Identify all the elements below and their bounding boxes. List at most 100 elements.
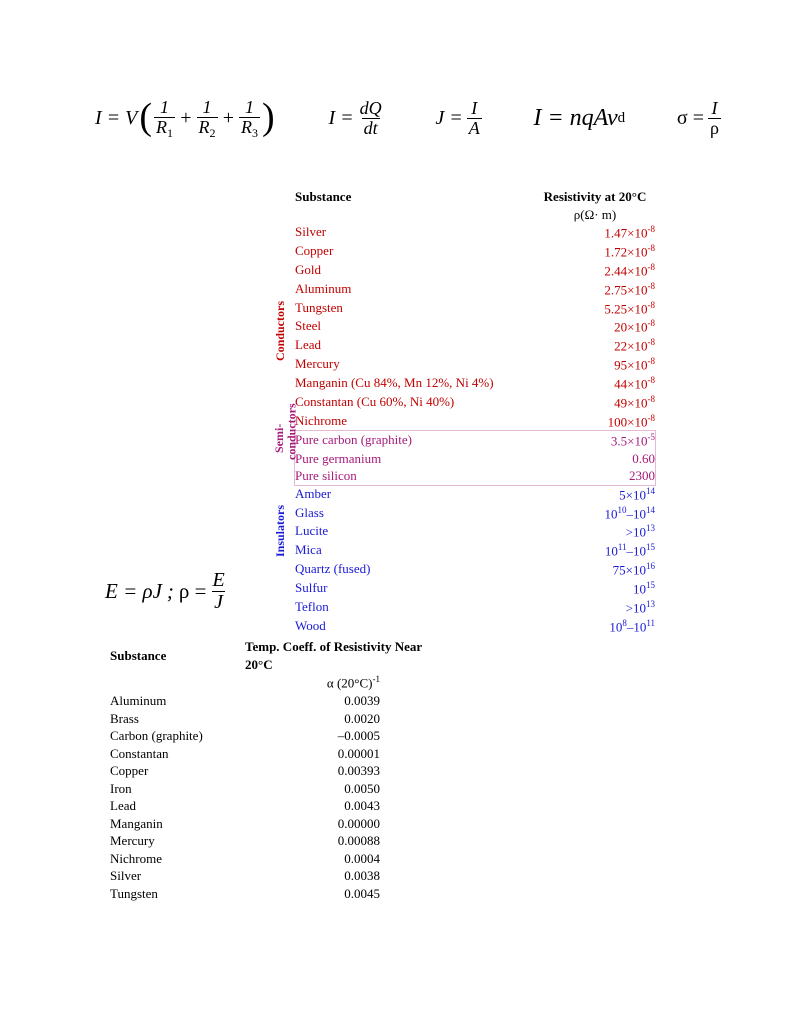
value-cell: 108–1011 [535, 617, 655, 636]
substance-cell: Quartz (fused) [295, 560, 535, 579]
substance-cell: Mercury [110, 832, 245, 850]
table-row: Amber5×1014 [295, 485, 655, 504]
substance-cell: Silver [110, 867, 245, 885]
substance-cell: Amber [295, 485, 535, 504]
value-cell: >1013 [535, 598, 655, 617]
coeff-col-substance: Substance [110, 638, 245, 673]
semiconductors-label: Semi-conductors [273, 416, 298, 460]
value-cell: 3.5×10-5 [535, 431, 655, 450]
table-row: Pure germanium0.60 [295, 450, 655, 468]
value-cell: 22×10-8 [535, 336, 655, 355]
value-cell: 0.0039 [245, 692, 430, 710]
resistivity-table: Substance Resistivity at 20°C ρ(Ω· m) Si… [295, 188, 655, 636]
substance-cell: Brass [110, 710, 245, 728]
substance-cell: Aluminum [295, 280, 535, 299]
substance-cell: Constantan (Cu 60%, Ni 40%) [295, 393, 535, 412]
table-row: Gold2.44×10-8 [295, 261, 655, 280]
value-cell: 2.75×10-8 [535, 280, 655, 299]
table-row: Steel20×10-8 [295, 317, 655, 336]
table-row: Glass1010–1014 [295, 504, 655, 523]
substance-cell: Nichrome [110, 850, 245, 868]
col-resistivity: Resistivity at 20°C [535, 188, 655, 206]
value-cell: 5×1014 [535, 485, 655, 504]
substance-cell: Tungsten [110, 885, 245, 903]
substance-cell: Pure germanium [295, 450, 535, 468]
coeff-unit: α (20°C)-1 [245, 673, 430, 692]
value-cell: 0.00393 [245, 762, 430, 780]
value-cell: >1013 [535, 522, 655, 541]
table-row: Mercury0.00088 [110, 832, 430, 850]
table-row: Manganin0.00000 [110, 815, 430, 833]
value-cell: 2300 [535, 467, 655, 485]
substance-cell: Teflon [295, 598, 535, 617]
temp-coeff-container: Substance Temp. Coeff. of Resistivity Ne… [110, 638, 430, 903]
table-row: Iron0.0050 [110, 780, 430, 798]
substance-cell: Constantan [110, 745, 245, 763]
substance-cell: Gold [295, 261, 535, 280]
table-row: Tungsten5.25×10-8 [295, 299, 655, 318]
substance-cell: Mica [295, 541, 535, 560]
table-row: Quartz (fused)75×1016 [295, 560, 655, 579]
value-cell: 75×1016 [535, 560, 655, 579]
value-cell: 1015 [535, 579, 655, 598]
value-cell: 95×10-8 [535, 355, 655, 374]
value-cell: 44×10-8 [535, 374, 655, 393]
substance-cell: Glass [295, 504, 535, 523]
substance-cell: Lead [295, 336, 535, 355]
table-row: Mica1011–1015 [295, 541, 655, 560]
substance-cell: Iron [110, 780, 245, 798]
substance-cell: Copper [295, 242, 535, 261]
table-row: Manganin (Cu 84%, Mn 12%, Ni 4%)44×10-8 [295, 374, 655, 393]
table-row: Silver1.47×10-8 [295, 223, 655, 242]
substance-cell: Steel [295, 317, 535, 336]
table-row: Lead0.0043 [110, 797, 430, 815]
table-row: Aluminum2.75×10-8 [295, 280, 655, 299]
substance-cell: Tungsten [295, 299, 535, 318]
table-row: Teflon>1013 [295, 598, 655, 617]
substance-cell: Pure carbon (graphite) [295, 431, 535, 450]
value-cell: 1.47×10-8 [535, 223, 655, 242]
substance-cell: Lead [110, 797, 245, 815]
eq-drift-current: I = nqAvd [533, 105, 625, 132]
substance-cell: Aluminum [110, 692, 245, 710]
value-cell: 0.0038 [245, 867, 430, 885]
value-cell: 100×10-8 [535, 412, 655, 431]
table-row: Copper1.72×10-8 [295, 242, 655, 261]
eq-parallel-resistance: I = V ( 1R1 + 1R2 + 1R3 ) [95, 98, 277, 139]
substance-cell: Mercury [295, 355, 535, 374]
substance-cell: Wood [295, 617, 535, 636]
insulators-label: Insulators [273, 476, 288, 586]
value-cell: 0.0043 [245, 797, 430, 815]
table-row: Nichrome100×10-8 [295, 412, 655, 431]
value-cell: 0.0004 [245, 850, 430, 868]
table-row: Lucite>1013 [295, 522, 655, 541]
table-row: Constantan (Cu 60%, Ni 40%)49×10-8 [295, 393, 655, 412]
table-row: Brass0.0020 [110, 710, 430, 728]
value-cell: 1011–1015 [535, 541, 655, 560]
substance-cell: Lucite [295, 522, 535, 541]
eq-conductivity: σ = Iρ [677, 99, 721, 138]
table-row: Tungsten0.0045 [110, 885, 430, 903]
value-cell: 0.00088 [245, 832, 430, 850]
substance-cell: Carbon (graphite) [110, 727, 245, 745]
resistivity-table-container: Conductors Semi-conductors Insulators Su… [295, 188, 655, 636]
substance-cell: Nichrome [295, 412, 535, 431]
table-row: Pure silicon2300 [295, 467, 655, 485]
eq-current-density: J = IA [435, 99, 481, 138]
col-substance: Substance [295, 188, 535, 206]
value-cell: 0.00001 [245, 745, 430, 763]
eq-current-definition: I = dQdt [328, 99, 383, 138]
substance-cell: Sulfur [295, 579, 535, 598]
value-cell: 1010–1014 [535, 504, 655, 523]
substance-cell: Manganin (Cu 84%, Mn 12%, Ni 4%) [295, 374, 535, 393]
table-row: Silver0.0038 [110, 867, 430, 885]
value-cell: 0.0050 [245, 780, 430, 798]
value-cell: 0.00000 [245, 815, 430, 833]
table-row: Aluminum0.0039 [110, 692, 430, 710]
eq-resistivity-E-J: E = ρJ ; ρ = EJ [105, 570, 227, 613]
substance-cell: Copper [110, 762, 245, 780]
substance-cell: Pure silicon [295, 467, 535, 485]
table-row: Copper0.00393 [110, 762, 430, 780]
value-cell: 5.25×10-8 [535, 299, 655, 318]
value-cell: –0.0005 [245, 727, 430, 745]
